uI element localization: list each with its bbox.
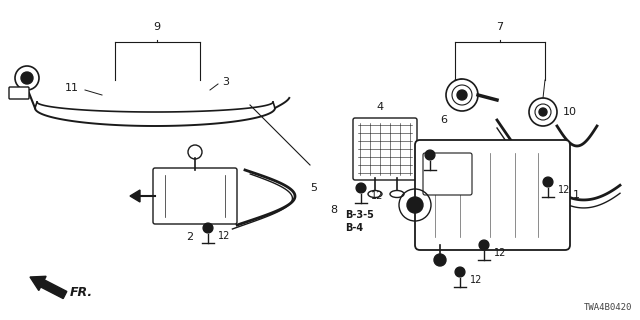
FancyBboxPatch shape — [353, 118, 417, 180]
Text: 12: 12 — [440, 158, 452, 168]
FancyBboxPatch shape — [423, 153, 472, 195]
Circle shape — [203, 223, 213, 233]
Circle shape — [455, 267, 465, 277]
Text: 2: 2 — [186, 232, 193, 242]
FancyBboxPatch shape — [153, 168, 237, 224]
Text: 7: 7 — [497, 22, 504, 32]
Text: 12: 12 — [218, 231, 230, 241]
FancyBboxPatch shape — [9, 87, 29, 99]
Circle shape — [434, 254, 446, 266]
Circle shape — [356, 183, 366, 193]
Text: 12: 12 — [470, 275, 483, 285]
Text: 12: 12 — [371, 191, 383, 201]
Text: B-3-5: B-3-5 — [345, 210, 374, 220]
Text: 6: 6 — [440, 115, 447, 125]
Text: TWA4B0420: TWA4B0420 — [584, 303, 632, 312]
Circle shape — [539, 108, 547, 116]
Text: 3: 3 — [222, 77, 229, 87]
Text: 9: 9 — [154, 22, 161, 32]
Text: 4: 4 — [376, 102, 383, 112]
Circle shape — [21, 72, 33, 84]
Text: 8: 8 — [330, 205, 337, 215]
Circle shape — [543, 177, 553, 187]
Text: 10: 10 — [563, 107, 577, 117]
Circle shape — [457, 90, 467, 100]
Text: 5: 5 — [310, 183, 317, 193]
FancyBboxPatch shape — [415, 140, 570, 250]
FancyArrow shape — [30, 276, 67, 299]
Text: 12: 12 — [494, 248, 506, 258]
Text: FR.: FR. — [70, 285, 93, 299]
Circle shape — [407, 197, 423, 213]
Text: 12: 12 — [558, 185, 570, 195]
Circle shape — [479, 240, 489, 250]
Text: 11: 11 — [65, 83, 79, 93]
Text: B-4: B-4 — [345, 223, 363, 233]
Polygon shape — [130, 190, 140, 202]
Circle shape — [425, 150, 435, 160]
Text: 1: 1 — [573, 190, 580, 200]
